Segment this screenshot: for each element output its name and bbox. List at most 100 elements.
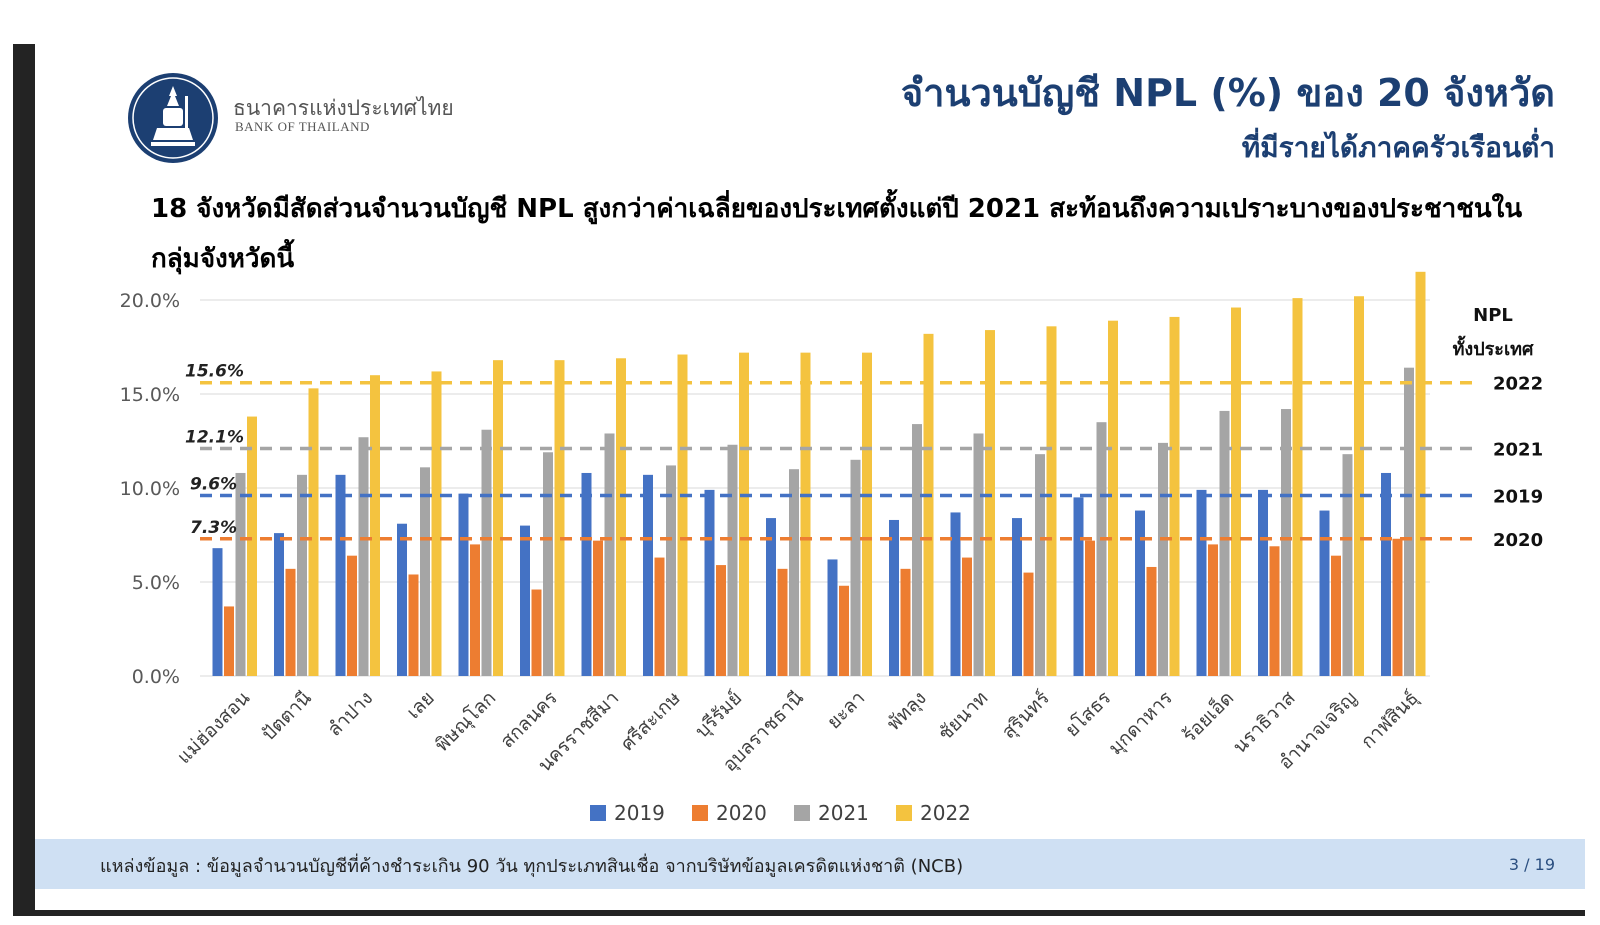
bar-2021 xyxy=(481,429,492,676)
reference-year-label: 2021 xyxy=(1493,440,1543,461)
bar-2020 xyxy=(1023,572,1034,676)
legend-swatch-2021 xyxy=(794,805,810,821)
reference-year-label: 2020 xyxy=(1493,530,1543,551)
bar-2021 xyxy=(1404,367,1414,676)
bar-2019 xyxy=(704,489,715,676)
bar-2021 xyxy=(1281,409,1291,676)
bar-2019 xyxy=(212,548,223,676)
bar-2019 xyxy=(643,474,653,676)
bar-2020 xyxy=(470,544,480,676)
slide: ธนาคารแห่งประเทศไทย BANK OF THAILAND จำน… xyxy=(35,44,1585,910)
y-tick-label: 20.0% xyxy=(120,290,180,312)
bar-2021 xyxy=(727,444,738,676)
x-category-label: ลำปาง xyxy=(323,687,377,741)
page-indicator[interactable]: 3 / 19 xyxy=(1508,855,1555,874)
bar-2019 xyxy=(274,533,284,676)
bar-2019 xyxy=(1012,518,1022,676)
bar-2019 xyxy=(827,559,838,676)
bar-2021 xyxy=(973,433,984,676)
bar-2021 xyxy=(1219,410,1230,676)
bar-2020 xyxy=(839,585,849,676)
bar-2022 xyxy=(370,375,380,676)
reference-value-label: 9.6% xyxy=(190,475,237,495)
bar-2021 xyxy=(420,467,430,676)
bar-2021 xyxy=(235,472,246,676)
bar-2022 xyxy=(1231,307,1241,676)
x-category-label: ยะลา xyxy=(823,687,869,733)
bar-2020 xyxy=(531,589,542,676)
reference-value-label: 7.3% xyxy=(190,518,237,538)
bar-2021 xyxy=(543,452,553,676)
bar-2019 xyxy=(335,474,346,676)
bar-2020 xyxy=(1331,555,1341,676)
bar-2021 xyxy=(297,474,307,676)
legend-label: 2020 xyxy=(716,801,767,825)
bar-2019 xyxy=(1135,510,1145,676)
x-category-label: สุรินทร์ xyxy=(998,687,1055,744)
bar-2019 xyxy=(766,518,776,676)
x-category-label: ปัตตานี xyxy=(258,687,316,745)
bar-2022 xyxy=(1108,320,1118,676)
bar-2021 xyxy=(1035,454,1045,676)
bar-2022 xyxy=(308,388,319,676)
bar-2019 xyxy=(1196,489,1207,676)
bar-2022 xyxy=(923,333,934,676)
bar-2021 xyxy=(912,424,922,676)
bar-2022 xyxy=(554,360,565,676)
x-category-label: กาฬสินธุ์ xyxy=(1357,687,1424,754)
bar-2021 xyxy=(1158,442,1168,676)
bar-2021 xyxy=(1096,422,1107,676)
bar-2020 xyxy=(1269,546,1280,676)
y-tick-label: 15.0% xyxy=(120,384,180,406)
bar-2022 xyxy=(677,354,688,676)
bar-2021 xyxy=(604,433,615,676)
bar-2020 xyxy=(777,568,788,676)
bar-2019 xyxy=(520,525,530,676)
bar-2022 xyxy=(1169,316,1180,676)
bar-2019 xyxy=(950,512,961,676)
bar-2019 xyxy=(1381,472,1391,676)
page-title: จำนวนบัญชี NPL (%) ของ 20 จังหวัด xyxy=(900,71,1555,115)
bank-name-english: BANK OF THAILAND xyxy=(235,119,370,134)
x-category-label: แม่ฮ่องสอน xyxy=(173,687,254,768)
legend-swatch-2020 xyxy=(692,805,708,821)
bar-2022 xyxy=(616,358,626,676)
legend-label: 2022 xyxy=(920,801,971,825)
bank-name-thai: ธนาคารแห่งประเทศไทย xyxy=(233,96,454,120)
y-tick-label: 5.0% xyxy=(132,572,180,594)
bar-2020 xyxy=(654,557,665,676)
bar-2022 xyxy=(862,352,872,676)
y-tick-label: 0.0% xyxy=(132,666,180,688)
bar-2022 xyxy=(800,352,811,676)
reference-title: ทั้งประเทศ xyxy=(1453,335,1534,360)
legend-swatch-2022 xyxy=(896,805,912,821)
x-category-label: มุกดาหาร xyxy=(1104,687,1177,760)
x-category-label: พิษณุโลก xyxy=(430,686,501,757)
reference-year-label: 2022 xyxy=(1493,374,1543,395)
reference-year-label: 2019 xyxy=(1493,487,1543,508)
bar-2020 xyxy=(716,565,726,676)
bar-2020 xyxy=(900,568,911,676)
footer-bar: แหล่งข้อมูล : ข้อมูลจำนวนบัญชีที่ค้างชำร… xyxy=(35,839,1585,889)
bar-2020 xyxy=(1392,538,1403,676)
bar-2021 xyxy=(850,459,861,676)
bar-2019 xyxy=(581,472,592,676)
reference-value-label: 12.1% xyxy=(185,428,244,448)
bar-2022 xyxy=(739,352,749,676)
bar-2022 xyxy=(1046,326,1057,676)
bar-2020 xyxy=(347,555,357,676)
bar-2020 xyxy=(962,557,972,676)
source-note: แหล่งข้อมูล : ข้อมูลจำนวนบัญชีที่ค้างชำร… xyxy=(100,856,964,877)
bar-2021 xyxy=(1342,454,1353,676)
bar-2020 xyxy=(593,540,603,676)
legend-label: 2019 xyxy=(614,801,665,825)
bar-2020 xyxy=(224,606,234,676)
bar-2022 xyxy=(493,360,503,676)
bar-2019 xyxy=(1073,497,1084,676)
x-category-label: ยโสธร xyxy=(1060,686,1115,741)
presentation-frame: ธนาคารแห่งประเทศไทย BANK OF THAILAND จำน… xyxy=(13,44,1585,916)
bar-2019 xyxy=(1319,510,1330,676)
npl-bar-chart: 0.0% 5.0% 10.0% 15.0% 20.0% แม่ฮ่องสอน ปัตตานี… xyxy=(120,271,1543,825)
reference-value-label: 15.6% xyxy=(185,362,244,382)
bar-2021 xyxy=(789,469,799,676)
